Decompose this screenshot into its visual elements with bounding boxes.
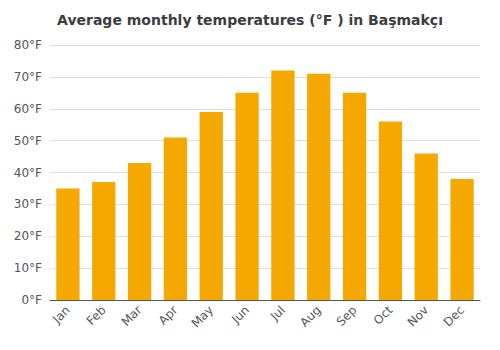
svg-text:Nov: Nov [405, 303, 431, 329]
svg-text:Apr: Apr [156, 303, 181, 328]
svg-text:Sep: Sep [334, 303, 360, 329]
svg-text:May: May [189, 303, 216, 330]
svg-text:Mar: Mar [119, 303, 145, 329]
svg-text:Feb: Feb [84, 303, 109, 328]
svg-text:20°F: 20°F [14, 229, 42, 243]
svg-text:80°F: 80°F [14, 38, 42, 52]
svg-text:Dec: Dec [441, 303, 467, 329]
svg-text:70°F: 70°F [14, 70, 42, 84]
svg-text:Jan: Jan [49, 303, 73, 327]
svg-text:Jul: Jul [267, 303, 288, 324]
svg-text:40°F: 40°F [14, 166, 42, 180]
svg-text:50°F: 50°F [14, 134, 42, 148]
svg-text:Aug: Aug [297, 303, 323, 329]
svg-text:30°F: 30°F [14, 197, 42, 211]
svg-text:0°F: 0°F [21, 293, 42, 307]
svg-text:Average monthly temperatures (: Average monthly temperatures (°F ) in Ba… [57, 12, 443, 28]
svg-text:Oct: Oct [371, 303, 396, 328]
svg-text:Jun: Jun [228, 303, 252, 327]
svg-text:60°F: 60°F [14, 102, 42, 116]
svg-text:10°F: 10°F [14, 261, 42, 275]
